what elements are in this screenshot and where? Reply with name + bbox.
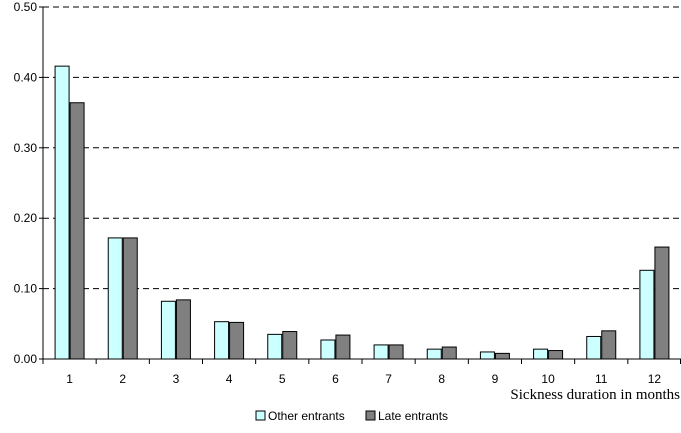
bar-late-entrants-8: [441, 346, 457, 360]
legend-label-late-entrants: Late entrants: [378, 409, 448, 423]
legend-swatch-other-entrants: [255, 410, 266, 421]
bar-other-entrants-7: [373, 344, 389, 360]
x-tick-label: 10: [541, 372, 555, 386]
legend-swatch-late-entrants: [365, 410, 376, 421]
x-tick-label: 3: [173, 372, 180, 386]
y-tick-label: 0.10: [14, 282, 38, 296]
bar-other-entrants-5: [267, 333, 283, 360]
bar-late-entrants-10: [548, 350, 564, 360]
x-tick-labels: 1 2 3 4 5 6 7 8 9 10 11 12: [66, 372, 661, 386]
bars: [54, 65, 670, 360]
bar-other-entrants-10: [533, 348, 549, 360]
bar-late-entrants-5: [282, 331, 298, 360]
y-tick-label: 0.30: [14, 141, 38, 155]
x-tick-label: 1: [66, 372, 73, 386]
x-tick-label: 4: [226, 372, 233, 386]
bar-late-entrants-9: [494, 352, 510, 360]
legend-label-other-entrants: Other entrants: [268, 409, 345, 423]
bar-late-entrants-4: [229, 321, 245, 360]
bar-other-entrants-4: [214, 321, 230, 360]
bar-other-entrants-6: [320, 339, 336, 360]
bar-late-entrants-3: [175, 299, 191, 360]
x-tick-label: 2: [119, 372, 126, 386]
x-tick-label: 8: [438, 372, 445, 386]
bar-late-entrants-1: [69, 102, 85, 360]
bar-other-entrants-1: [54, 65, 70, 360]
x-tick-label: 9: [492, 372, 499, 386]
axes: [39, 6, 681, 364]
bar-other-entrants-8: [426, 348, 442, 360]
bar-other-entrants-11: [586, 335, 602, 360]
y-tick-label: 0.40: [14, 70, 38, 84]
y-tick-label: 0.20: [14, 211, 38, 225]
bar-late-entrants-2: [122, 237, 138, 360]
y-tick-label: 0.50: [14, 0, 38, 14]
gridlines: [43, 6, 681, 290]
bar-other-entrants-3: [160, 300, 176, 360]
bar-late-entrants-12: [654, 246, 670, 360]
bar-late-entrants-7: [388, 344, 404, 360]
bar-other-entrants-2: [107, 237, 123, 360]
x-tick-label: 5: [279, 372, 286, 386]
y-tick-label: 0.00: [14, 352, 38, 366]
bar-late-entrants-6: [335, 334, 351, 360]
y-tick-labels: 0.00 0.10 0.20 0.30 0.40 0.50: [14, 0, 38, 366]
bar-other-entrants-9: [479, 351, 495, 360]
bar-late-entrants-11: [601, 330, 617, 360]
x-tick-label: 7: [385, 372, 392, 386]
x-tick-label: 11: [595, 372, 608, 386]
legend: Other entrants Late entrants: [255, 409, 448, 423]
bar-other-entrants-12: [639, 269, 655, 360]
x-tick-label: 12: [648, 372, 662, 386]
x-tick-label: 6: [332, 372, 339, 386]
x-axis-label: Sickness duration in months: [510, 387, 680, 403]
